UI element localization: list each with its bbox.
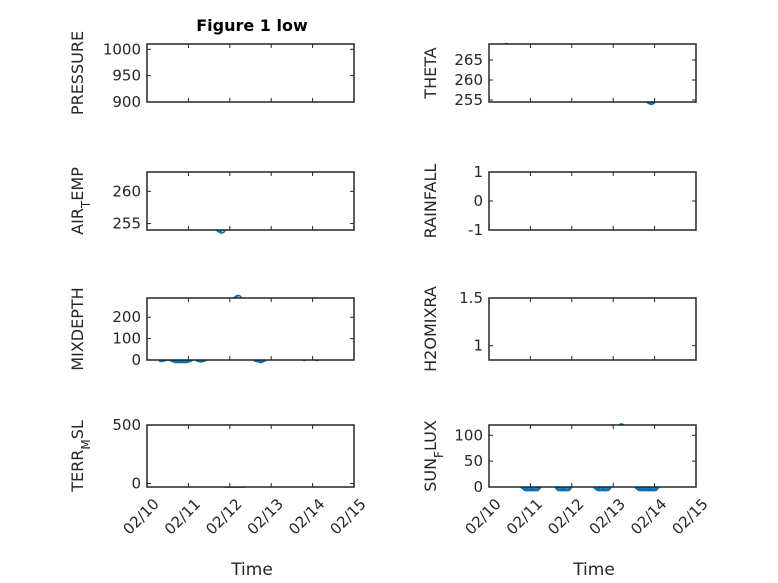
y-axis-label-main: TERR — [68, 450, 87, 493]
y-axis-label-main: PRESSURE — [68, 31, 87, 115]
y-tick-label: 1 — [473, 163, 483, 181]
y-tick-label: 1 — [473, 337, 483, 355]
y-axis-label: AIRTEMP — [68, 167, 93, 235]
y-tick-label: 265 — [454, 51, 483, 69]
y-axis-label-rest: EMP — [68, 167, 87, 201]
x-tick-label: 02/12 — [202, 495, 245, 538]
x-tick-label: 02/14 — [285, 495, 328, 538]
y-axis-label-main: RAINFALL — [421, 164, 440, 239]
y-axis-label-main: MIXDEPTH — [68, 287, 87, 370]
axes-box — [488, 43, 697, 103]
axes-box — [488, 297, 697, 361]
y-tick-label: 200 — [112, 308, 141, 326]
y-axis-label: H2OMIXRA — [421, 286, 440, 372]
x-tick-label: 02/13 — [586, 495, 629, 538]
axes-box — [146, 171, 355, 231]
y-axis-label-rest: LUX — [421, 420, 440, 451]
x-tick-label: 02/11 — [503, 495, 546, 538]
y-tick-label: 0 — [131, 351, 141, 369]
x-tick-label: 02/10 — [119, 495, 162, 538]
x-tick-label: 02/13 — [244, 495, 287, 538]
subplot-h2omixra: 1 1.5 H2OMIXRA — [421, 286, 697, 372]
axes-box — [146, 43, 355, 103]
y-tick-label: 0 — [473, 478, 483, 496]
x-tick-label: 02/14 — [627, 495, 670, 538]
y-tick-label: 50 — [464, 452, 483, 470]
axes-box — [146, 297, 355, 361]
y-tick-label: 1000 — [103, 40, 141, 58]
y-axis-label: RAINFALL — [421, 164, 440, 239]
subplot-air_temp: 255 260 AIRTEMP — [68, 167, 355, 235]
x-tick-label: 02/10 — [461, 495, 504, 538]
y-axis-label-main: H2OMIXRA — [421, 286, 440, 372]
y-tick-label: 100 — [454, 426, 483, 444]
y-tick-label: 255 — [112, 215, 141, 233]
y-axis-label-rest: SL — [68, 420, 87, 439]
y-axis-label-subscript: F — [432, 451, 446, 458]
y-tick-label: 950 — [112, 67, 141, 85]
y-tick-label: 500 — [112, 416, 141, 434]
y-axis-label: TERRMSL — [68, 420, 93, 493]
y-axis-label-main: AIR — [68, 208, 87, 235]
y-axis-label-subscript: M — [79, 439, 93, 449]
y-tick-label: -1 — [468, 221, 483, 239]
x-tick-label: 02/15 — [668, 495, 711, 538]
y-tick-label: 255 — [454, 91, 483, 109]
y-tick-label: 1.5 — [459, 289, 483, 307]
x-tick-label: 02/11 — [161, 495, 204, 538]
figure-title: Figure 1 low — [196, 16, 308, 35]
y-axis-label: PRESSURE — [68, 31, 87, 115]
subplot-mixdepth: 0 100 200 MIXDEPTH — [68, 287, 355, 371]
y-axis-label-subscript: T — [79, 200, 93, 209]
y-axis-label-main: THETA — [421, 47, 440, 99]
x-axis-label-left: Time — [230, 560, 273, 580]
axes-box — [488, 171, 697, 231]
y-tick-label: 260 — [112, 182, 141, 200]
x-tick-label: 02/15 — [326, 495, 369, 538]
y-axis-label-main: SUN — [421, 458, 440, 492]
axes-box — [146, 424, 355, 488]
y-tick-label: 260 — [454, 71, 483, 89]
y-tick-label: 0 — [473, 192, 483, 210]
y-tick-label: 100 — [112, 330, 141, 348]
axes-box — [488, 424, 697, 488]
y-tick-label: 0 — [131, 474, 141, 492]
y-tick-label: 900 — [112, 93, 141, 111]
y-axis-label: THETA — [421, 47, 440, 99]
x-tick-label: 02/12 — [544, 495, 587, 538]
y-axis-label: MIXDEPTH — [68, 287, 87, 370]
x-axis-label-right: Time — [572, 560, 615, 580]
y-axis-label: SUNFLUX — [421, 420, 446, 492]
subplot-rainfall: -1 0 1 RAINFALL — [421, 163, 697, 239]
subplot-theta: 255 260 265 THETA — [421, 42, 697, 109]
subplot-pressure: 900 950 1000 PRESSURE — [68, 31, 355, 115]
